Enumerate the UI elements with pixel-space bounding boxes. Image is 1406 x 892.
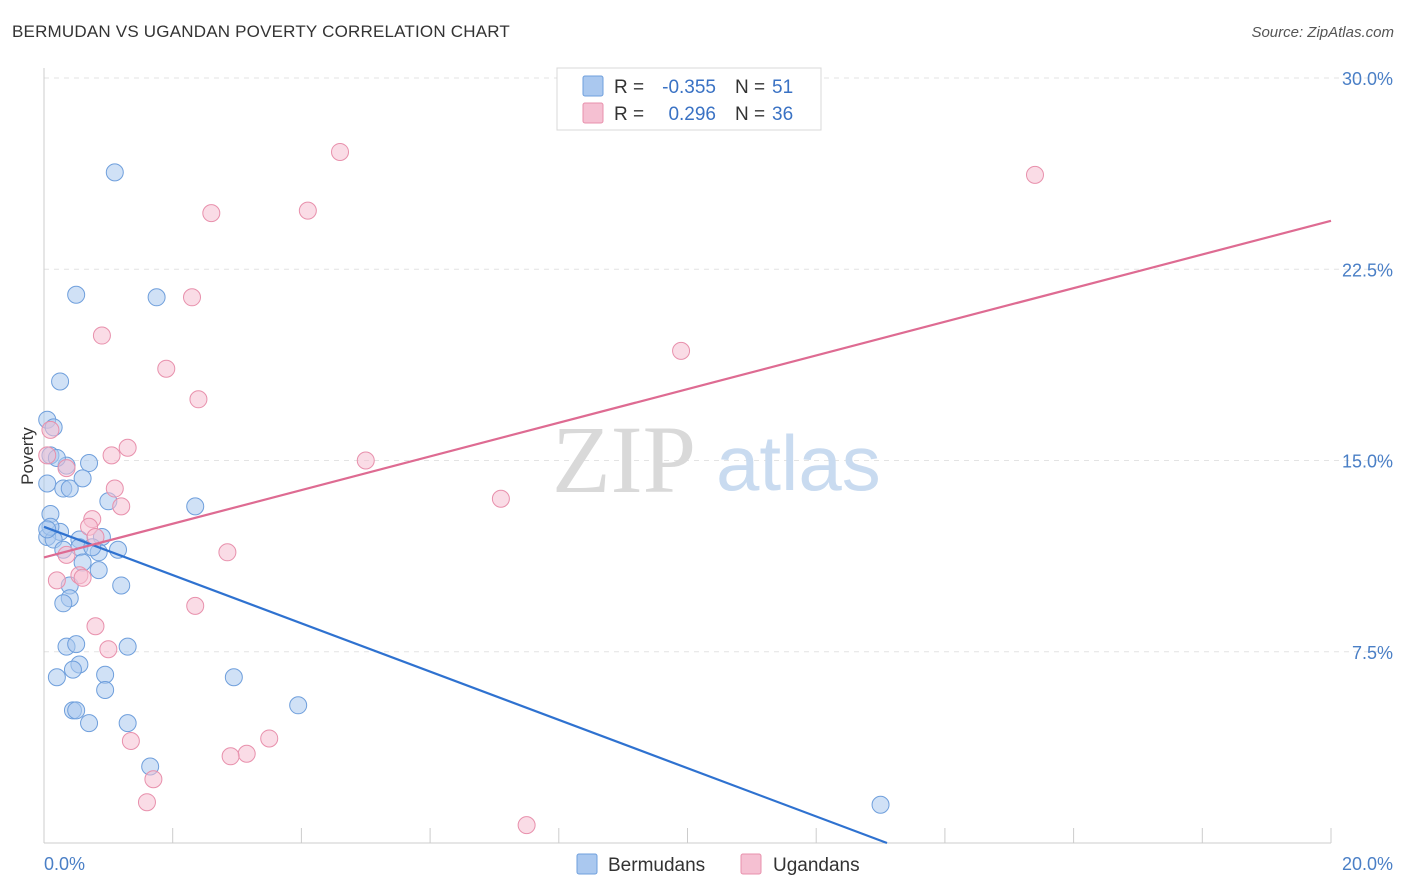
bottom-legend-label-bermudans: Bermudans — [608, 855, 705, 876]
point-ugandans-4 — [183, 288, 202, 307]
bottom-legend-label-ugandans: Ugandans — [773, 855, 860, 876]
point-bermudans-44 — [118, 714, 137, 733]
point-ugandans-11 — [102, 446, 121, 465]
legend-r-label-2: R = — [614, 104, 644, 125]
point-ugandans-3 — [298, 201, 317, 220]
point-bermudans-38 — [96, 681, 115, 699]
point-bermudans-11 — [60, 479, 79, 498]
bottom-legend-swatch-ugandans — [740, 853, 762, 875]
y-tick-label-2: 22.5% — [1342, 260, 1393, 280]
legend-n-label-2: N = — [735, 104, 765, 125]
point-ugandans-9 — [41, 420, 60, 439]
point-ugandans-16 — [491, 489, 510, 508]
point-bermudans-46 — [871, 795, 890, 814]
point-bermudans-8 — [80, 454, 99, 473]
point-ugandans-31 — [237, 744, 256, 763]
point-bermudans-36 — [47, 668, 66, 687]
point-bermudans-14 — [186, 497, 205, 516]
point-ugandans-21 — [218, 543, 237, 562]
point-ugandans-32 — [221, 747, 240, 766]
point-ugandans-7 — [672, 341, 691, 360]
legend-swatch-ugandans — [582, 102, 604, 124]
stats-legend: R = -0.355 N = 51 R = 0.296 N = 36 — [556, 67, 822, 131]
point-bermudans-39 — [224, 668, 243, 687]
legend-r-label-1: R = — [614, 77, 644, 98]
series-ugandans-points — [38, 142, 1044, 835]
legend-n-value-1: 51 — [772, 77, 793, 98]
point-bermudans-3 — [51, 372, 70, 391]
point-ugandans-34 — [137, 793, 156, 812]
point-bermudans-9 — [38, 474, 57, 493]
watermark: ZIP atlas — [552, 406, 881, 513]
bottom-legend-swatch-bermudans — [576, 853, 598, 875]
point-bermudans-35 — [63, 660, 82, 679]
gridlines — [44, 77, 1392, 653]
point-ugandans-27 — [86, 617, 105, 636]
y-tick-label-3: 30.0% — [1342, 69, 1393, 89]
point-bermudans-0 — [105, 163, 124, 182]
point-bermudans-12 — [73, 469, 92, 488]
point-ugandans-28 — [99, 640, 118, 659]
point-bermudans-31 — [118, 637, 137, 656]
point-ugandans-13 — [38, 446, 57, 465]
point-ugandans-30 — [260, 729, 279, 748]
point-bermudans-2 — [147, 288, 166, 307]
point-bermudans-30 — [54, 594, 73, 613]
point-ugandans-10 — [118, 438, 137, 457]
point-ugandans-0 — [331, 142, 350, 161]
point-ugandans-15 — [105, 479, 124, 498]
watermark-zip: ZIP — [552, 406, 696, 513]
point-ugandans-25 — [73, 568, 92, 587]
x-tick-labels: 0.0% 20.0% — [44, 854, 1393, 874]
point-bermudans-26 — [89, 561, 108, 580]
point-bermudans-40 — [289, 696, 308, 715]
y-tick-label-1: 15.0% — [1342, 452, 1393, 472]
legend-n-value-2: 36 — [772, 104, 793, 125]
x-tick-label-1: 20.0% — [1342, 854, 1393, 874]
point-ugandans-5 — [92, 326, 111, 345]
bottom-legend: Bermudans Ugandans — [576, 853, 860, 876]
x-ticks — [43, 828, 1332, 843]
legend-r-value-2: 0.296 — [668, 104, 716, 125]
point-ugandans-24 — [47, 571, 66, 590]
point-bermudans-28 — [112, 576, 131, 595]
point-ugandans-1 — [1025, 165, 1044, 184]
legend-r-value-1: -0.355 — [662, 77, 716, 98]
point-ugandans-2 — [202, 204, 221, 223]
point-ugandans-12 — [356, 451, 375, 470]
source-label: Source: ZipAtlas.com — [1251, 24, 1394, 41]
point-ugandans-35 — [517, 816, 536, 835]
y-tick-label-0: 7.5% — [1352, 643, 1393, 663]
legend-n-label-1: N = — [735, 77, 765, 98]
point-bermudans-50 — [38, 520, 57, 539]
trendline-bermudans — [43, 525, 888, 845]
point-bermudans-37 — [96, 665, 115, 684]
point-ugandans-14 — [57, 459, 76, 478]
point-bermudans-1 — [67, 285, 86, 304]
trendline-ugandans — [43, 219, 1332, 559]
trendlines — [43, 219, 1332, 845]
point-bermudans-43 — [80, 714, 99, 733]
watermark-atlas: atlas — [716, 419, 881, 507]
y-axis-title: Poverty — [18, 427, 37, 485]
point-ugandans-26 — [186, 596, 205, 615]
point-ugandans-29 — [121, 732, 140, 750]
point-ugandans-33 — [144, 770, 163, 789]
legend-swatch-bermudans — [582, 75, 604, 97]
x-tick-label-0: 0.0% — [44, 854, 85, 874]
point-ugandans-6 — [157, 359, 176, 378]
point-ugandans-17 — [112, 497, 131, 516]
chart-title: BERMUDAN VS UGANDAN POVERTY CORRELATION … — [12, 22, 510, 41]
point-ugandans-8 — [189, 390, 208, 409]
y-tick-labels: 7.5% 15.0% 22.5% 30.0% — [1342, 69, 1393, 663]
point-bermudans-42 — [67, 701, 86, 720]
point-bermudans-33 — [67, 635, 86, 654]
